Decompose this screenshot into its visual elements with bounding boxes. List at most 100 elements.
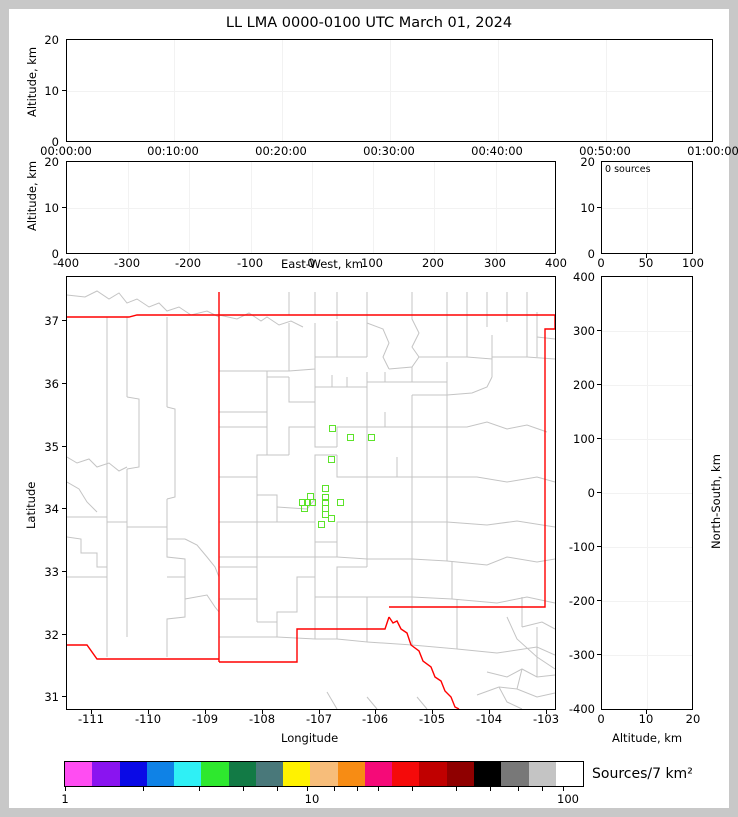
colorbar-swatch bbox=[501, 762, 529, 786]
tick-mark bbox=[563, 787, 564, 791]
tick-mark bbox=[148, 710, 149, 714]
source-marker bbox=[301, 505, 308, 512]
x-tick-label: 10 bbox=[638, 712, 654, 726]
tick-mark bbox=[412, 787, 413, 791]
colorbar-swatch bbox=[419, 762, 447, 786]
gridline bbox=[498, 40, 499, 141]
x-tick-label: 00:50:00 bbox=[579, 144, 631, 158]
x-axis-title: Altitude, km bbox=[612, 731, 683, 745]
gridline bbox=[67, 208, 555, 209]
x-tick-label: 0 bbox=[307, 256, 315, 270]
x-tick-label: -110 bbox=[134, 712, 162, 726]
y-tick-label: 400 bbox=[573, 270, 595, 284]
figure-canvas: LL LMA 0000-0100 UTC March 01, 2024 20 1… bbox=[9, 9, 738, 808]
sources-density-colorbar[interactable] bbox=[64, 761, 584, 787]
y-tick-label: 37 bbox=[44, 314, 59, 328]
tick-mark bbox=[277, 787, 278, 791]
source-marker bbox=[337, 499, 344, 506]
altitude-histogram-panel[interactable]: 0 sources bbox=[601, 161, 693, 254]
tick-mark bbox=[62, 320, 66, 321]
map-geometry bbox=[67, 290, 555, 709]
tick-mark bbox=[597, 207, 601, 208]
y-tick-label: -200 bbox=[568, 594, 595, 608]
gridline bbox=[434, 162, 435, 253]
east-west-height-panel[interactable] bbox=[66, 161, 556, 254]
north-south-height-panel[interactable] bbox=[601, 276, 693, 710]
y-tick-label: -400 bbox=[568, 702, 595, 716]
tick-mark bbox=[432, 710, 433, 714]
colorbar-tick-label: 10 bbox=[304, 792, 320, 806]
x-tick-label: 400 bbox=[545, 256, 567, 270]
gridline bbox=[189, 162, 190, 253]
y-tick-label: 10 bbox=[44, 201, 59, 215]
x-tick-label: -104 bbox=[475, 712, 503, 726]
source-marker bbox=[318, 521, 325, 528]
tick-mark bbox=[597, 492, 601, 493]
tick-mark bbox=[646, 254, 647, 258]
tick-mark bbox=[62, 207, 66, 208]
tick-mark bbox=[597, 384, 601, 385]
y-tick-label: -300 bbox=[568, 648, 595, 662]
tick-mark bbox=[262, 710, 263, 714]
x-tick-label: 00:40:00 bbox=[471, 144, 523, 158]
gridline bbox=[312, 162, 313, 253]
colorbar-swatch bbox=[392, 762, 420, 786]
gridline bbox=[647, 277, 648, 709]
colorbar-swatch bbox=[201, 762, 229, 786]
tick-mark bbox=[199, 787, 200, 791]
colorbar-swatch bbox=[92, 762, 120, 786]
x-tick-label: 0 bbox=[597, 712, 605, 726]
time-height-panel[interactable] bbox=[66, 39, 713, 142]
y-tick-label: 10 bbox=[580, 201, 595, 215]
source-marker bbox=[322, 494, 329, 501]
y-tick-label: 20 bbox=[44, 155, 59, 169]
x-axis-title: Longitude bbox=[281, 731, 339, 745]
x-tick-label: -103 bbox=[532, 712, 560, 726]
x-tick-label: 00:10:00 bbox=[147, 144, 199, 158]
y-axis-title: North-South, km bbox=[709, 454, 723, 549]
tick-mark bbox=[490, 787, 491, 791]
plan-view-map-panel[interactable] bbox=[66, 276, 556, 710]
y-tick-label: 0 bbox=[587, 247, 595, 261]
tick-mark bbox=[65, 787, 66, 791]
source-marker bbox=[309, 499, 316, 506]
gridline bbox=[647, 162, 648, 253]
tick-mark bbox=[143, 787, 144, 791]
gridline bbox=[390, 40, 391, 141]
tick-mark bbox=[646, 710, 647, 714]
colorbar-swatch bbox=[446, 762, 474, 786]
gridline bbox=[174, 40, 175, 141]
colorbar-tick-label: 100 bbox=[557, 792, 579, 806]
tick-mark bbox=[62, 383, 66, 384]
tick-mark bbox=[597, 330, 601, 331]
colorbar-swatch bbox=[310, 762, 338, 786]
y-tick-label: 0 bbox=[587, 486, 595, 500]
y-tick-label: 34 bbox=[44, 502, 59, 516]
tick-mark bbox=[489, 710, 490, 714]
x-tick-label: -400 bbox=[52, 256, 80, 270]
colorbar-swatch bbox=[228, 762, 256, 786]
x-tick-label: 100 bbox=[361, 256, 383, 270]
source-marker bbox=[328, 456, 335, 463]
tick-mark bbox=[62, 446, 66, 447]
source-marker bbox=[322, 485, 329, 492]
gridline bbox=[373, 162, 374, 253]
tick-mark bbox=[546, 710, 547, 714]
gridline bbox=[496, 162, 497, 253]
y-tick-label: 32 bbox=[44, 628, 59, 642]
x-tick-label: 00:00:00 bbox=[40, 144, 92, 158]
colorbar-swatch bbox=[337, 762, 365, 786]
tick-mark bbox=[62, 508, 66, 509]
y-tick-label: 20 bbox=[580, 155, 595, 169]
gridline bbox=[606, 40, 607, 141]
tick-mark bbox=[205, 710, 206, 714]
x-tick-label: -300 bbox=[113, 256, 141, 270]
colorbar-swatch bbox=[473, 762, 502, 786]
colorbar-label: Sources/7 km² bbox=[592, 766, 693, 782]
y-axis-title: Altitude, km bbox=[25, 46, 39, 117]
tick-mark bbox=[62, 90, 66, 91]
x-tick-label: -107 bbox=[305, 712, 333, 726]
tick-mark bbox=[243, 787, 244, 791]
tick-mark bbox=[62, 571, 66, 572]
gridline bbox=[128, 162, 129, 253]
